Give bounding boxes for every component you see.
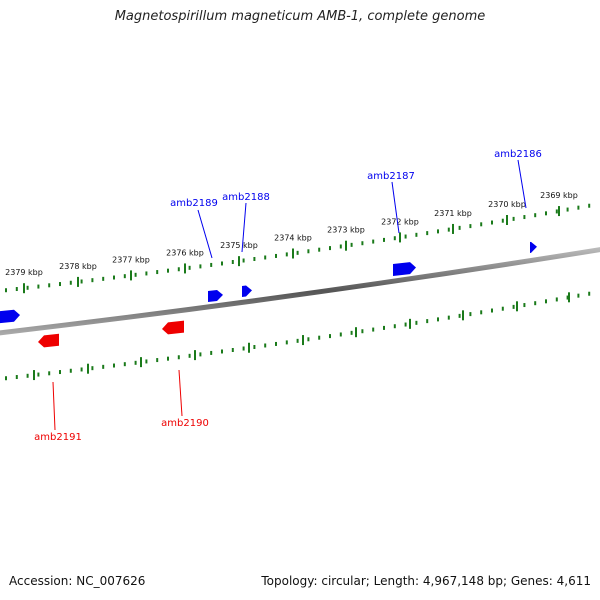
- gene-leader-line: [197, 209, 213, 259]
- reverse-gene-arrow: [38, 333, 59, 348]
- reverse-gene-arrow: [162, 320, 184, 335]
- gene-label-forward: amb2188: [222, 192, 270, 203]
- accession-label: Accession: NC_007626: [9, 574, 146, 588]
- gene-label-reverse: amb2191: [34, 432, 82, 443]
- gene-label-forward: amb2186: [494, 149, 542, 160]
- gene-label-reverse: amb2190: [161, 418, 209, 429]
- gene-leader-line: [391, 181, 400, 234]
- kbp-label: 2370 kbp: [488, 200, 526, 209]
- kbp-label: 2379 kbp: [5, 268, 43, 277]
- forward-gene-arrow: [242, 285, 252, 297]
- kbp-label: 2372 kbp: [381, 217, 419, 226]
- kbp-label: 2369 kbp: [540, 191, 578, 200]
- kbp-label: 2374 kbp: [274, 234, 312, 243]
- map-title: Magnetospirillum magneticum AMB-1, compl…: [114, 9, 486, 24]
- gene-leader-line: [517, 159, 527, 209]
- kbp-label: 2373 kbp: [327, 226, 365, 235]
- reverse-tick-track: [5, 291, 591, 381]
- gene-leader-line: [241, 202, 247, 253]
- gene-leader-line: [178, 369, 183, 417]
- gene-leader-line: [52, 381, 56, 431]
- kbp-label: 2378 kbp: [59, 262, 97, 271]
- forward-gene-arrow: [393, 262, 416, 276]
- kbp-label: 2371 kbp: [434, 209, 472, 218]
- gene-label-forward: amb2189: [170, 198, 218, 209]
- kbp-label: 2376 kbp: [166, 248, 204, 257]
- kbp-tick-labels: 2379 kbp 2378 kbp 2377 kbp 2376 kbp 2375 kbp…: [5, 191, 578, 277]
- genome-summary: Topology: circular; Length: 4,967,148 bp…: [261, 574, 591, 588]
- gene-features: [0, 241, 537, 348]
- kbp-label: 2377 kbp: [112, 255, 150, 264]
- forward-tick-track: [5, 203, 591, 294]
- kbp-label: 2375 kbp: [220, 241, 258, 250]
- forward-gene-arrow: [208, 290, 223, 302]
- gene-label-forward: amb2187: [367, 171, 415, 182]
- forward-gene-arrow: [530, 241, 537, 253]
- gene-labels: amb2189 amb2188 amb2187 amb2186 amb2191 amb21…: [34, 149, 542, 443]
- forward-gene-arrow: [0, 309, 20, 325]
- genome-backbone: [0, 247, 600, 336]
